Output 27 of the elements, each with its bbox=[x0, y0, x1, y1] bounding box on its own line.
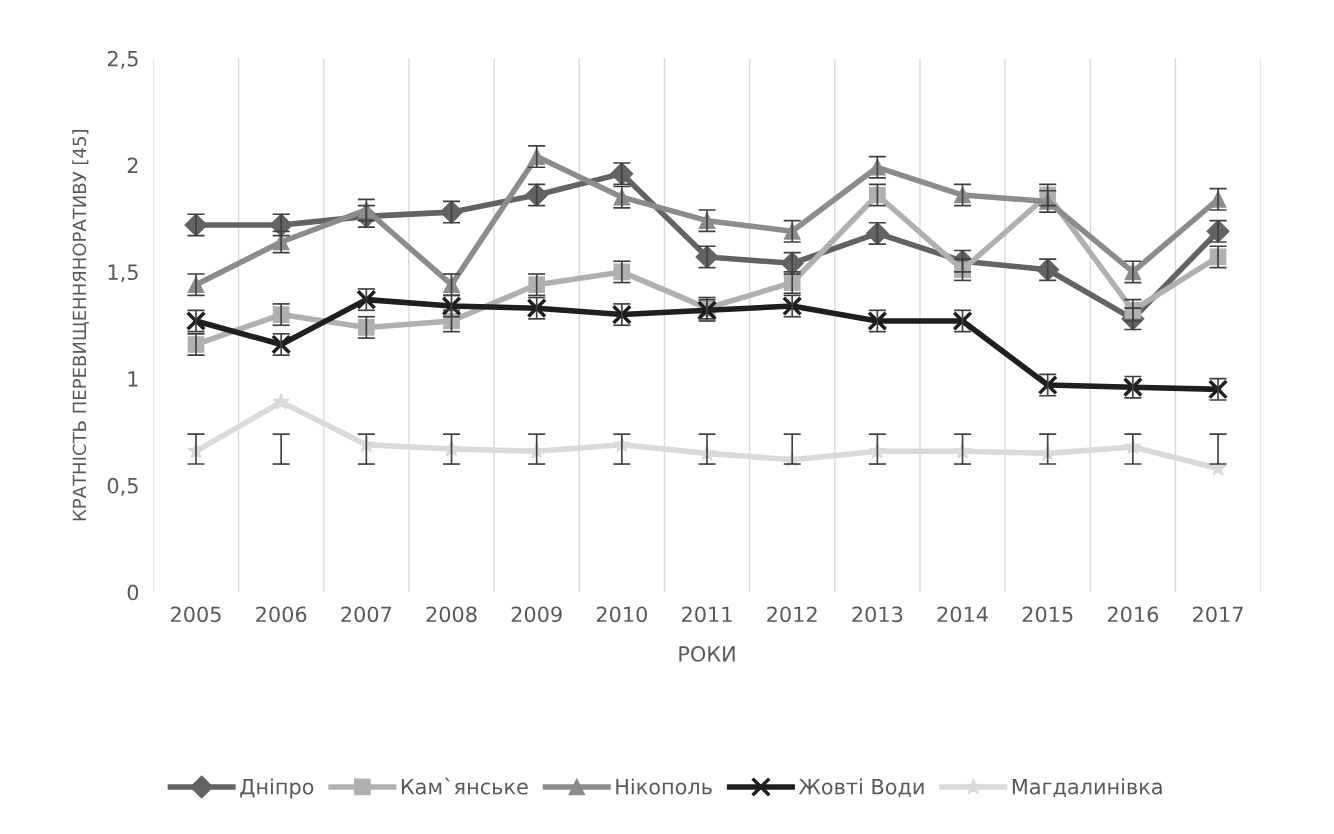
legend-label: Кам`янське bbox=[401, 777, 528, 795]
x-tick-label: 2015 bbox=[1022, 606, 1073, 623]
x-tick-label: 2014 bbox=[937, 606, 988, 623]
y-tick-label: 2 bbox=[127, 157, 138, 174]
legend-label: Жовті Води bbox=[798, 778, 924, 798]
x-tick-label: 2016 bbox=[1107, 606, 1159, 623]
y-tick-label: 0,5 bbox=[107, 477, 138, 496]
x-tick-label: 2008 bbox=[426, 606, 477, 623]
legend-label: Дніпро bbox=[240, 778, 314, 799]
x-axis-title: РОКИ bbox=[679, 646, 735, 662]
x-tick-label: 2012 bbox=[767, 606, 817, 623]
y-tick-label: 0 bbox=[127, 584, 139, 601]
x-tick-label: 2017 bbox=[1193, 606, 1243, 623]
x-tick-label: 2011 bbox=[682, 606, 732, 623]
x-tick-label: 2013 bbox=[852, 606, 903, 623]
legend-label: Нікополь bbox=[616, 778, 712, 795]
y-tick-label: 2,5 bbox=[107, 50, 138, 69]
point bbox=[272, 393, 290, 410]
x-tick-label: 2007 bbox=[341, 606, 392, 623]
x-tick-label: 2009 bbox=[511, 606, 562, 623]
legend-label: Магдалинівка bbox=[1012, 778, 1162, 798]
y-axis-title: КРАТНІСТЬ ПЕРЕВИЩЕННЯНОРАТИВУ [45] bbox=[72, 130, 89, 521]
y-tick-label: 1,5 bbox=[108, 264, 138, 283]
y-tick-label: 1 bbox=[128, 371, 138, 387]
x-tick-label: 2006 bbox=[256, 606, 307, 623]
x-tick-label: 2005 bbox=[171, 606, 221, 623]
x-tick-label: 2010 bbox=[596, 606, 647, 623]
